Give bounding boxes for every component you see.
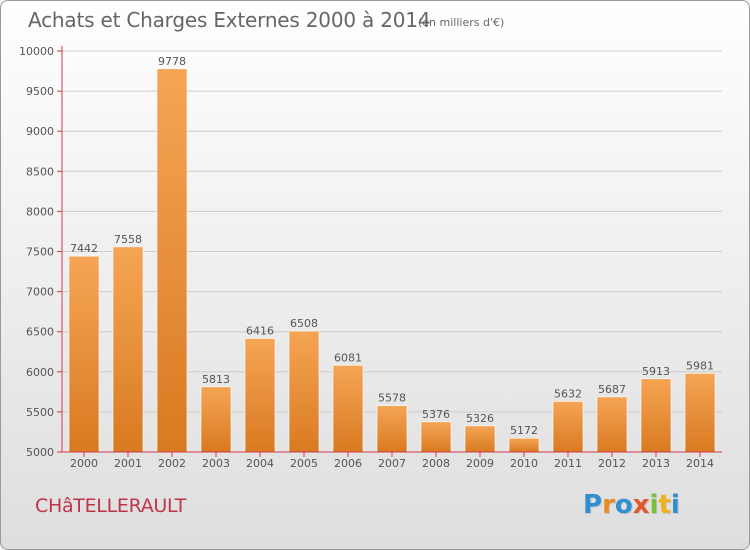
x-tick-label: 2014	[686, 457, 714, 470]
bar	[200, 386, 232, 453]
x-tick-label: 2005	[290, 457, 318, 470]
y-tick-label: 8500	[26, 165, 54, 178]
data-label: 5632	[554, 387, 582, 400]
y-tick-label: 5500	[26, 406, 54, 419]
x-tick-label: 2003	[202, 457, 230, 470]
data-label: 6416	[246, 324, 274, 337]
x-tick-label: 2007	[378, 457, 406, 470]
chart-subtitle: (en milliers d'€)	[418, 16, 505, 29]
data-label: 7442	[70, 242, 98, 255]
logo-letter: P	[583, 490, 603, 520]
data-label: 5326	[466, 412, 494, 425]
bar	[684, 373, 716, 453]
data-label: 5813	[202, 373, 230, 386]
bar	[464, 425, 496, 453]
bars	[68, 68, 716, 453]
data-label: 6081	[334, 351, 362, 364]
logo-letter: r	[602, 490, 615, 520]
x-tick-label: 2006	[334, 457, 362, 470]
proxiti-logo: Proxiti	[583, 488, 689, 522]
bar	[508, 437, 540, 453]
x-tick-label: 2002	[158, 457, 186, 470]
bar	[376, 405, 408, 453]
bar	[112, 246, 144, 453]
bar	[68, 255, 100, 453]
x-tick-label: 2000	[70, 457, 98, 470]
bar	[288, 330, 320, 453]
data-label: 5172	[510, 424, 538, 437]
bar	[156, 68, 188, 453]
logo-letter: x	[632, 490, 650, 520]
data-label: 7558	[114, 233, 142, 246]
y-tick-label: 7500	[26, 246, 54, 259]
x-tick-label: 2013	[642, 457, 670, 470]
bar	[596, 396, 628, 453]
x-tick-label: 2010	[510, 457, 538, 470]
data-label: 9778	[158, 55, 186, 68]
bar	[332, 365, 364, 453]
y-tick-label: 10000	[19, 45, 54, 58]
bar	[244, 338, 276, 453]
x-tick-label: 2001	[114, 457, 142, 470]
data-label: 5578	[378, 392, 406, 405]
x-tick-label: 2011	[554, 457, 582, 470]
y-tick-label: 5000	[26, 446, 54, 459]
y-tick-label: 6500	[26, 326, 54, 339]
city-label: CHâTELLERAULT	[35, 495, 186, 517]
y-tick-label: 7000	[26, 286, 54, 299]
y-tick-label: 9500	[26, 85, 54, 98]
y-tick-label: 9000	[26, 125, 54, 138]
x-tick-label: 2008	[422, 457, 450, 470]
y-tick-label: 8000	[26, 205, 54, 218]
x-tick-label: 2004	[246, 457, 274, 470]
logo-letter: o	[614, 490, 633, 520]
chart-title: Achats et Charges Externes 2000 à 2014	[28, 8, 431, 32]
x-tick-label: 2009	[466, 457, 494, 470]
logo-letter: t	[658, 490, 671, 520]
bar	[552, 401, 584, 453]
data-label: 5981	[686, 359, 714, 372]
x-tick-label: 2012	[598, 457, 626, 470]
data-labels: 7442 7558 9778 5813 6416 6508 6081 5578 5376 5326…	[70, 55, 714, 437]
data-label: 5687	[598, 383, 626, 396]
logo-letter: i	[649, 490, 659, 520]
logo-letter: i	[670, 490, 680, 520]
data-label: 5913	[642, 365, 670, 378]
data-label: 6508	[290, 317, 318, 330]
bar	[420, 421, 452, 453]
data-label: 5376	[422, 408, 450, 421]
bar	[640, 378, 672, 453]
axes: 5000 5500 6000 6500 7000 7500 8000 8500 9000 9500…	[19, 45, 722, 470]
y-tick-label: 6000	[26, 366, 54, 379]
